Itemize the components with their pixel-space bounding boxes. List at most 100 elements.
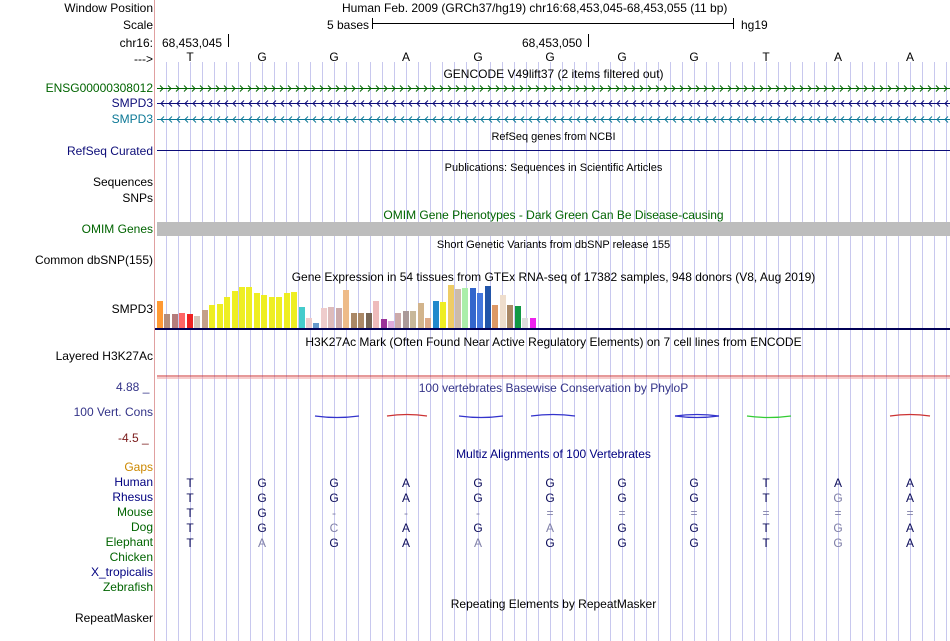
gtex-tissue-bar[interactable] bbox=[171, 314, 178, 328]
gtex-tissue-bar[interactable] bbox=[291, 292, 298, 328]
cons-label[interactable]: 100 Vert. Cons bbox=[73, 405, 153, 419]
repeatmasker-label[interactable]: RepeatMasker bbox=[74, 611, 153, 625]
strand-arrow-left-icon bbox=[648, 116, 653, 123]
strand-arrow-left-icon bbox=[328, 100, 333, 107]
strand-arrow-left-icon bbox=[784, 100, 789, 107]
multiz-species-label[interactable]: Mouse bbox=[116, 505, 153, 519]
gtex-tissue-bar[interactable] bbox=[358, 313, 365, 328]
gtex-tissue-bar[interactable] bbox=[365, 313, 372, 328]
strand-arrow-right-icon bbox=[879, 85, 884, 92]
gtex-tissue-bar[interactable] bbox=[231, 291, 238, 328]
gtex-tissue-bar[interactable] bbox=[373, 301, 380, 328]
gtex-tissue-bar[interactable] bbox=[306, 318, 312, 328]
gtex-tissue-bar[interactable] bbox=[522, 318, 529, 328]
gtex-tissue-bar[interactable] bbox=[298, 307, 305, 328]
gtex-label[interactable]: SMPD3 bbox=[111, 302, 153, 316]
gtex-tissue-bar[interactable] bbox=[246, 287, 253, 328]
gtex-bar-chart[interactable] bbox=[157, 284, 557, 328]
strand-arrow-right-icon bbox=[935, 85, 940, 92]
strand-arrow-left-icon bbox=[280, 116, 285, 123]
multiz-species-label[interactable]: Dog bbox=[130, 520, 153, 534]
omim-bar[interactable] bbox=[157, 222, 950, 236]
multiz-species-label[interactable]: Rhesus bbox=[112, 490, 153, 504]
dbsnp-label[interactable]: Common dbSNP(155) bbox=[34, 253, 153, 267]
cons-segment bbox=[458, 415, 504, 419]
omim-label[interactable]: OMIM Genes bbox=[81, 222, 153, 236]
strand-arrow-left-icon bbox=[560, 100, 565, 107]
gtex-tissue-bar[interactable] bbox=[455, 289, 461, 328]
gtex-tissue-bar[interactable] bbox=[402, 311, 409, 328]
gtex-tissue-bar[interactable] bbox=[425, 318, 432, 328]
gtex-tissue-bar[interactable] bbox=[484, 286, 491, 328]
gencode-item-label[interactable]: SMPD3 bbox=[111, 112, 153, 126]
strand-arrow-right-icon bbox=[375, 85, 380, 92]
multiz-species-label[interactable]: Chicken bbox=[109, 550, 153, 564]
multiz-species-label[interactable]: Human bbox=[114, 475, 153, 489]
gtex-tissue-bar[interactable] bbox=[499, 295, 506, 328]
multiz-species-label[interactable]: Zebrafish bbox=[102, 580, 153, 594]
strand-arrow-left-icon bbox=[584, 100, 589, 107]
ruler-base: A bbox=[401, 50, 410, 64]
gtex-tissue-bar[interactable] bbox=[201, 310, 208, 328]
gtex-tissue-bar[interactable] bbox=[238, 287, 245, 328]
strand-arrow-left-icon bbox=[912, 116, 917, 123]
publications-snps-label[interactable]: SNPs bbox=[122, 191, 153, 205]
strand-arrow-right-icon bbox=[431, 85, 436, 92]
multiz-species-label[interactable]: X_tropicalis bbox=[90, 565, 153, 579]
gtex-tissue-bar[interactable] bbox=[469, 288, 476, 328]
gaps-label[interactable]: Gaps bbox=[124, 460, 153, 474]
gtex-tissue-bar[interactable] bbox=[507, 305, 514, 328]
gtex-tissue-bar[interactable] bbox=[209, 305, 216, 328]
gtex-tissue-bar[interactable] bbox=[380, 319, 387, 328]
gtex-tissue-bar[interactable] bbox=[343, 290, 350, 328]
strand-arrow-right-icon bbox=[591, 85, 596, 92]
gtex-tissue-bar[interactable] bbox=[387, 321, 394, 328]
gtex-tissue-bar[interactable] bbox=[395, 313, 402, 328]
strand-arrow-left-icon bbox=[528, 116, 533, 123]
gtex-tissue-bar[interactable] bbox=[417, 303, 424, 328]
gtex-tissue-bar[interactable] bbox=[224, 297, 231, 328]
gtex-tissue-bar[interactable] bbox=[253, 293, 260, 328]
gtex-tissue-bar[interactable] bbox=[462, 288, 469, 328]
gtex-tissue-bar[interactable] bbox=[157, 301, 163, 328]
strand-arrow-left-icon bbox=[936, 116, 941, 123]
gtex-tissue-bar[interactable] bbox=[179, 313, 186, 328]
strand-arrow-left-icon bbox=[392, 116, 397, 123]
h3k27ac-label[interactable]: Layered H3K27Ac bbox=[55, 349, 153, 363]
gtex-tissue-bar[interactable] bbox=[514, 306, 521, 328]
gtex-tissue-bar[interactable] bbox=[186, 314, 193, 328]
gtex-tissue-bar[interactable] bbox=[268, 297, 275, 328]
gtex-tissue-bar[interactable] bbox=[477, 293, 484, 328]
gtex-tissue-bar[interactable] bbox=[313, 323, 320, 328]
multiz-species-label[interactable]: Elephant bbox=[105, 535, 153, 549]
gencode-item-label[interactable]: ENSG00000308012 bbox=[45, 81, 153, 95]
gtex-tissue-bar[interactable] bbox=[261, 295, 268, 328]
cons-title: 100 vertebrates Basewise Conservation by… bbox=[418, 381, 689, 395]
gtex-tissue-bar[interactable] bbox=[328, 307, 335, 328]
strand-arrow-left-icon bbox=[688, 116, 693, 123]
gtex-tissue-bar[interactable] bbox=[216, 304, 223, 328]
gtex-tissue-bar[interactable] bbox=[492, 305, 499, 328]
strand-arrow-right-icon bbox=[359, 85, 364, 92]
strand-arrow-right-icon bbox=[519, 85, 524, 92]
strand-arrow-left-icon bbox=[568, 116, 573, 123]
gtex-tissue-bar[interactable] bbox=[447, 285, 454, 328]
gtex-tissue-bar[interactable] bbox=[529, 318, 536, 328]
gtex-tissue-bar[interactable] bbox=[432, 301, 439, 328]
gtex-tissue-bar[interactable] bbox=[350, 313, 357, 328]
publications-sequences-label[interactable]: Sequences bbox=[92, 175, 153, 189]
gtex-tissue-bar[interactable] bbox=[194, 316, 201, 328]
cons-wiggle[interactable] bbox=[157, 405, 950, 427]
strand-arrow-right-icon bbox=[543, 85, 548, 92]
gtex-tissue-bar[interactable] bbox=[440, 302, 447, 328]
gtex-tissue-bar[interactable] bbox=[164, 314, 171, 328]
gencode-item-label[interactable]: SMPD3 bbox=[111, 96, 153, 110]
gtex-tissue-bar[interactable] bbox=[335, 308, 342, 328]
refseq-label[interactable]: RefSeq Curated bbox=[66, 144, 153, 158]
cons-segment bbox=[674, 413, 720, 417]
gtex-tissue-bar[interactable] bbox=[410, 311, 417, 328]
strand-arrow-left-icon bbox=[440, 116, 445, 123]
gtex-tissue-bar[interactable] bbox=[276, 297, 283, 328]
gtex-tissue-bar[interactable] bbox=[320, 308, 327, 328]
gtex-tissue-bar[interactable] bbox=[283, 293, 290, 328]
